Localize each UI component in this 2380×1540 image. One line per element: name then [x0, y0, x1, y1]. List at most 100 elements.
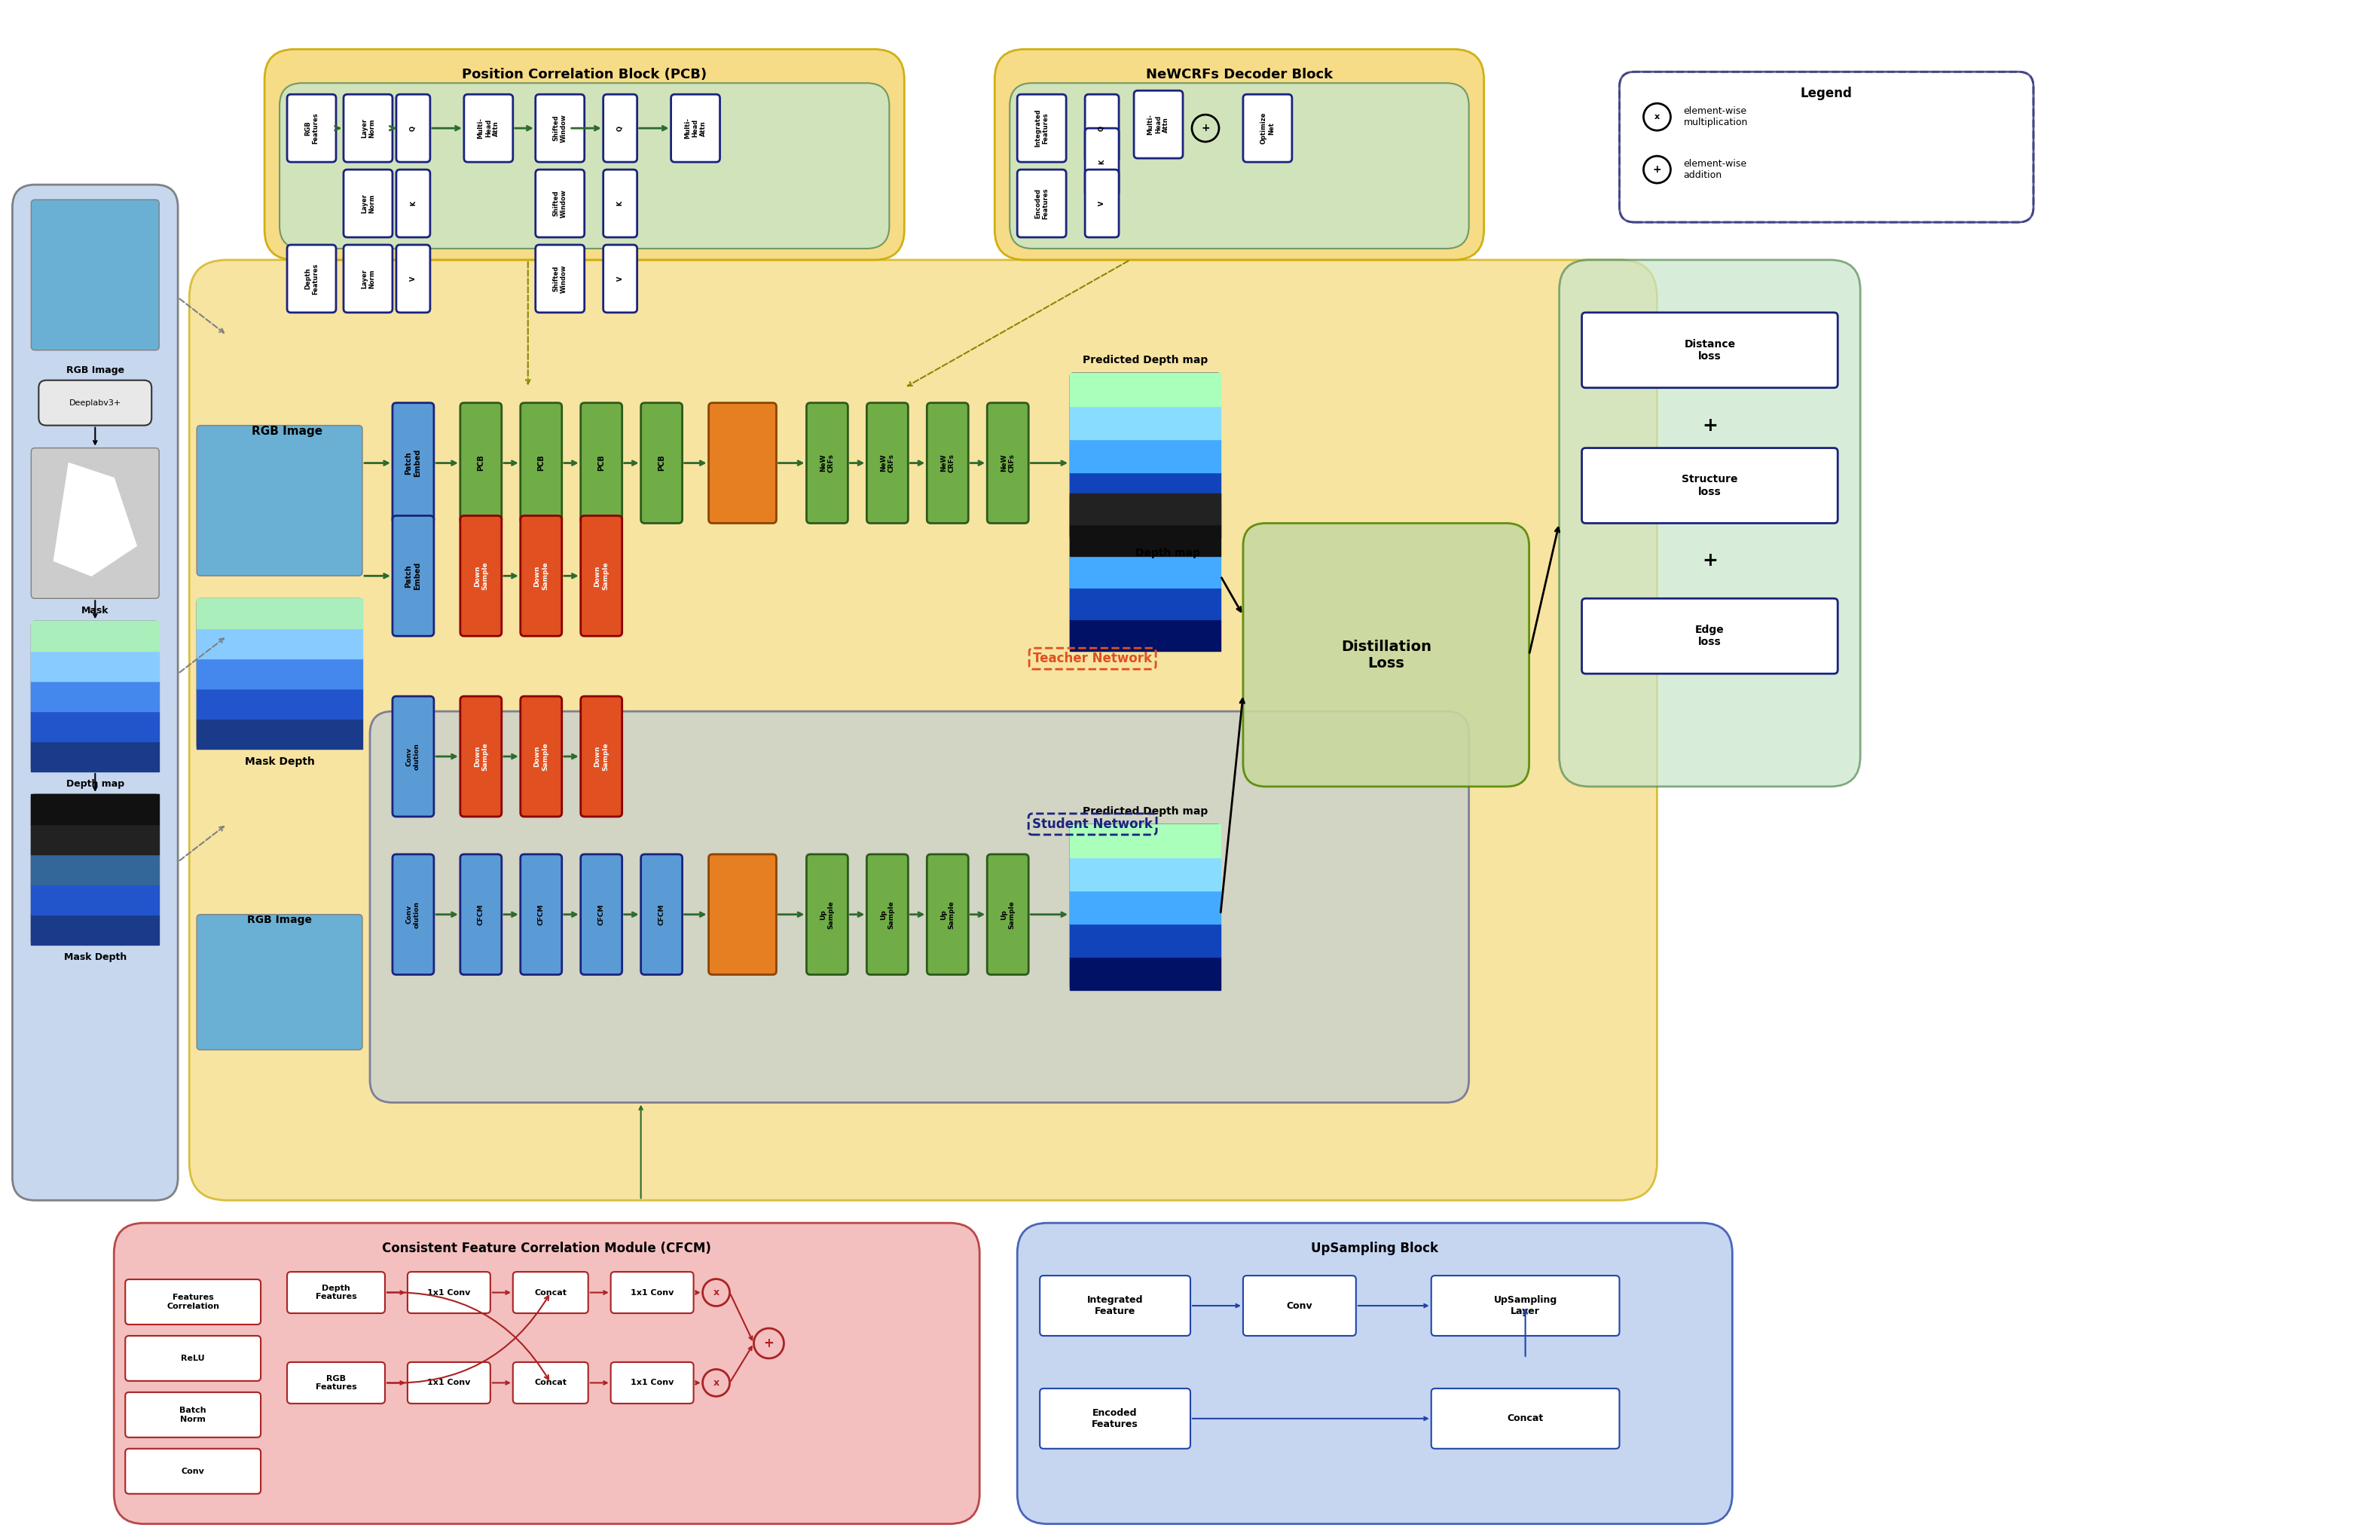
FancyBboxPatch shape — [1618, 72, 2033, 222]
FancyBboxPatch shape — [1016, 169, 1066, 237]
FancyBboxPatch shape — [671, 94, 719, 162]
Text: Down
Sample: Down Sample — [474, 742, 488, 770]
Text: Integrated
Features: Integrated Features — [1035, 109, 1050, 148]
Text: Layer
Norm: Layer Norm — [362, 194, 376, 213]
FancyBboxPatch shape — [1016, 1223, 1733, 1525]
FancyBboxPatch shape — [393, 855, 433, 975]
FancyBboxPatch shape — [288, 1363, 386, 1403]
FancyBboxPatch shape — [395, 94, 431, 162]
FancyBboxPatch shape — [514, 1363, 588, 1403]
FancyBboxPatch shape — [581, 403, 621, 524]
Text: ReLU: ReLU — [181, 1355, 205, 1363]
FancyBboxPatch shape — [12, 185, 178, 1200]
FancyBboxPatch shape — [536, 94, 585, 162]
Text: Structure
loss: Structure loss — [1683, 474, 1737, 497]
Text: element-wise
addition: element-wise addition — [1683, 159, 1747, 180]
Text: UpSampling Block: UpSampling Block — [1311, 1241, 1438, 1255]
Text: Student Network: Student Network — [1033, 818, 1152, 832]
Text: Concat: Concat — [536, 1289, 566, 1297]
Text: Up
Sample: Up Sample — [881, 901, 895, 929]
FancyBboxPatch shape — [602, 94, 638, 162]
Text: Batch
Norm: Batch Norm — [178, 1406, 207, 1423]
FancyBboxPatch shape — [343, 169, 393, 237]
Text: Q: Q — [409, 126, 416, 131]
FancyBboxPatch shape — [198, 915, 362, 1050]
FancyBboxPatch shape — [459, 696, 502, 816]
FancyBboxPatch shape — [640, 855, 683, 975]
Text: x: x — [714, 1287, 719, 1297]
FancyBboxPatch shape — [1430, 1389, 1618, 1449]
FancyBboxPatch shape — [31, 448, 159, 599]
FancyBboxPatch shape — [602, 169, 638, 237]
Text: Distance
loss: Distance loss — [1685, 339, 1735, 362]
Text: Multi-
Head
Attn: Multi- Head Attn — [478, 117, 500, 139]
FancyBboxPatch shape — [807, 855, 847, 975]
FancyBboxPatch shape — [995, 49, 1485, 260]
FancyBboxPatch shape — [126, 1335, 262, 1381]
Text: Conv
olution: Conv olution — [407, 901, 421, 929]
Text: Distillation
Loss: Distillation Loss — [1340, 639, 1430, 670]
FancyBboxPatch shape — [521, 403, 562, 524]
Text: element-wise
multiplication: element-wise multiplication — [1683, 106, 1747, 128]
FancyBboxPatch shape — [1040, 1389, 1190, 1449]
FancyBboxPatch shape — [1071, 493, 1221, 651]
FancyBboxPatch shape — [640, 403, 683, 524]
FancyBboxPatch shape — [581, 855, 621, 975]
Text: Shifted
Window: Shifted Window — [552, 114, 566, 142]
Text: Up
Sample: Up Sample — [940, 901, 954, 929]
Text: 1x1 Conv: 1x1 Conv — [631, 1289, 674, 1297]
Text: Mask: Mask — [81, 605, 109, 616]
Polygon shape — [55, 464, 136, 576]
Text: Down
Sample: Down Sample — [474, 562, 488, 590]
FancyBboxPatch shape — [393, 696, 433, 816]
Text: x: x — [714, 1378, 719, 1388]
FancyBboxPatch shape — [866, 855, 909, 975]
Text: CFCM: CFCM — [597, 904, 605, 926]
Text: CFCM: CFCM — [659, 904, 664, 926]
Text: Features
Correlation: Features Correlation — [167, 1294, 219, 1311]
Text: Encoded
Features: Encoded Features — [1035, 188, 1050, 219]
FancyBboxPatch shape — [459, 516, 502, 636]
FancyBboxPatch shape — [38, 380, 152, 425]
FancyBboxPatch shape — [1242, 94, 1292, 162]
Text: RGB Image: RGB Image — [67, 365, 124, 376]
FancyBboxPatch shape — [612, 1272, 693, 1314]
Text: Conv: Conv — [1288, 1301, 1311, 1311]
Text: Concat: Concat — [1507, 1414, 1545, 1423]
Text: V: V — [616, 276, 624, 282]
FancyBboxPatch shape — [126, 1449, 262, 1494]
Text: Concat: Concat — [536, 1378, 566, 1386]
FancyBboxPatch shape — [514, 1272, 588, 1314]
Text: Multi-
Head
Attn: Multi- Head Attn — [683, 117, 707, 139]
FancyBboxPatch shape — [807, 403, 847, 524]
FancyBboxPatch shape — [407, 1272, 490, 1314]
Text: +: + — [1202, 123, 1209, 134]
Text: +: + — [1702, 551, 1718, 570]
Text: Q: Q — [1100, 126, 1104, 131]
Text: Multi-
Head
Attn: Multi- Head Attn — [1147, 114, 1169, 136]
FancyBboxPatch shape — [264, 49, 904, 260]
FancyBboxPatch shape — [395, 245, 431, 313]
Text: +: + — [764, 1337, 774, 1351]
FancyBboxPatch shape — [1559, 260, 1861, 787]
Text: Conv: Conv — [181, 1468, 205, 1475]
Text: NeW
CRFs: NeW CRFs — [1000, 454, 1016, 473]
Text: Layer
Norm: Layer Norm — [362, 119, 376, 139]
Text: Patch
Embed: Patch Embed — [405, 562, 421, 590]
Text: Position Correlation Block (PCB): Position Correlation Block (PCB) — [462, 68, 707, 82]
Text: Down
Sample: Down Sample — [595, 742, 609, 770]
Text: Optimize
Net: Optimize Net — [1261, 112, 1276, 145]
Text: Down
Sample: Down Sample — [595, 562, 609, 590]
FancyBboxPatch shape — [521, 855, 562, 975]
FancyBboxPatch shape — [114, 1223, 981, 1525]
Text: Shifted
Window: Shifted Window — [552, 265, 566, 293]
FancyBboxPatch shape — [343, 94, 393, 162]
FancyBboxPatch shape — [521, 696, 562, 816]
FancyBboxPatch shape — [190, 260, 1656, 1200]
FancyBboxPatch shape — [31, 200, 159, 350]
Text: Shifted
Window: Shifted Window — [552, 189, 566, 217]
Text: Edge
loss: Edge loss — [1695, 625, 1726, 647]
Text: CFCM: CFCM — [538, 904, 545, 926]
FancyBboxPatch shape — [343, 245, 393, 313]
FancyBboxPatch shape — [988, 403, 1028, 524]
